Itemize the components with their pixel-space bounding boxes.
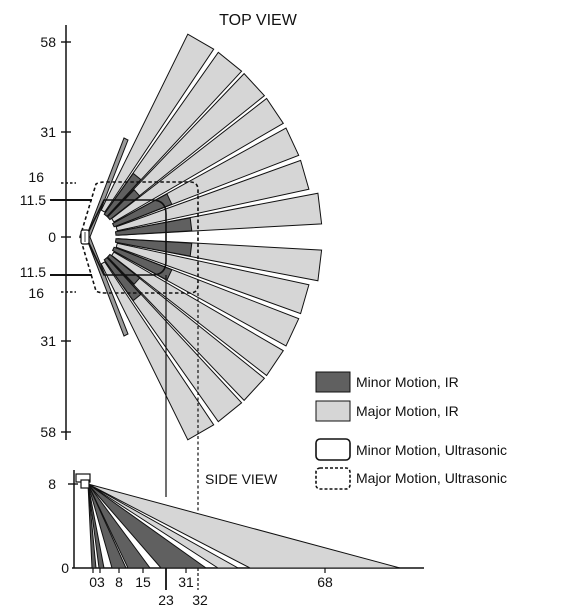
major-ir-beams (100, 33, 323, 441)
side-xlabel-03: 03 (89, 574, 105, 590)
side-xlabel-8: 8 (115, 574, 123, 590)
side-xlabel-15: 15 (135, 574, 151, 590)
major-ir-beam-3 (111, 97, 285, 223)
minor-ir-beam-1 (106, 189, 141, 221)
side-view: SIDE VIEW 8 0 03 8 15 31 (48, 470, 424, 608)
side-sensor-icon (75, 473, 91, 489)
label-11-5-top: 11.5 (20, 192, 46, 208)
minor-ir-beam-0 (103, 172, 142, 218)
side-x-ticks (92, 568, 326, 590)
minor-ultrasonic-outline (85, 199, 167, 276)
major-ir-beam-13 (100, 261, 215, 441)
legend-label-major-ir: Major Motion, IR (356, 403, 459, 419)
label-31-top: 31 (40, 124, 56, 140)
side-view-title: SIDE VIEW (205, 471, 278, 487)
minor-ir-beam-7 (103, 256, 142, 302)
outer-edge-beams (85, 137, 129, 337)
major-ultrasonic-outline (79, 181, 199, 294)
side-beams (87, 483, 401, 569)
side-xlabel-23: 23 (158, 592, 174, 608)
major-ir-beam-8 (115, 242, 310, 315)
sensor-icon (80, 229, 90, 245)
label-11-5-bottom: 11.5 (20, 264, 46, 280)
label-58-bottom: 58 (40, 424, 56, 440)
legend-swatch-minor-ir (315, 371, 351, 393)
legend-swatch-major-ultrasonic (315, 467, 351, 490)
top-view-ticks (50, 41, 92, 433)
label-58-top: 58 (40, 34, 56, 50)
legend-label-major-ultrasonic: Major Motion, Ultrasonic (356, 470, 507, 486)
legend-swatch-major-ir (315, 400, 351, 422)
side-xlabel-31: 31 (178, 574, 194, 590)
minor-ir-beam-5 (111, 246, 173, 281)
side-label-0: 0 (61, 560, 69, 576)
side-xlabel-68: 68 (317, 574, 333, 590)
legend-label-minor-ultrasonic: Minor Motion, Ultrasonic (356, 442, 507, 458)
minor-ir-beams (103, 172, 193, 302)
top-view: TOP VIEW 58 31 16 11.5 0 11.5 16 31 58 (20, 12, 323, 441)
side-beam-4 (87, 483, 208, 569)
label-0: 0 (48, 229, 56, 245)
minor-ir-beam-2 (111, 193, 173, 228)
major-ir-beam-10 (111, 251, 285, 377)
major-ir-beam-0 (100, 33, 215, 213)
side-beam-0 (87, 483, 97, 569)
top-view-title: TOP VIEW (219, 12, 298, 29)
side-beam-5 (87, 483, 240, 569)
major-ir-beam-5 (115, 159, 310, 232)
label-31-bottom: 31 (40, 333, 56, 349)
side-label-8: 8 (48, 476, 56, 492)
label-16-bottom: 16 (28, 285, 44, 301)
label-16-top: 16 (28, 169, 44, 185)
side-beam-1 (87, 483, 105, 569)
legend: Minor Motion, IR Major Motion, IR Minor … (315, 371, 507, 490)
legend-swatch-minor-ultrasonic (315, 438, 351, 461)
side-beam-3 (87, 483, 151, 569)
side-xlabel-32: 32 (192, 592, 208, 608)
legend-label-minor-ir: Minor Motion, IR (356, 374, 459, 390)
